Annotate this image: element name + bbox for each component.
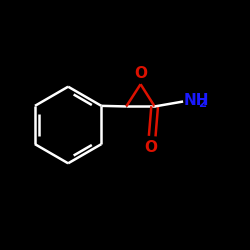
Text: 2: 2	[198, 98, 206, 110]
Text: O: O	[144, 140, 158, 155]
Text: O: O	[134, 66, 147, 81]
Text: NH: NH	[184, 93, 209, 108]
